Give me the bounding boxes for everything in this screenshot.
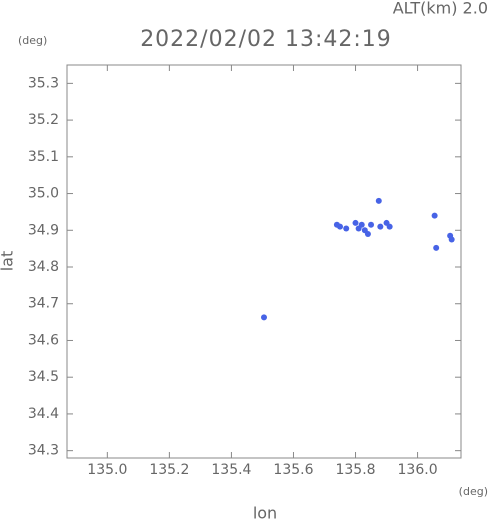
echo-point [364, 230, 371, 237]
echo-point [368, 221, 375, 228]
echo-point [337, 223, 344, 230]
x-tick-label: 135.8 [335, 462, 375, 478]
y-tick-label: 34.6 [28, 332, 59, 348]
y-tick-label: 35.3 [28, 75, 59, 91]
echo-point [355, 225, 362, 232]
x-tick-label: 135.6 [273, 462, 313, 478]
echo-point [352, 219, 359, 226]
echo-point [343, 225, 350, 232]
y-tick-label: 34.3 [28, 443, 59, 459]
x-tick-label: 135.0 [87, 462, 127, 478]
y-tick-label: 35.0 [28, 186, 59, 202]
y-unit: (deg) [18, 34, 47, 47]
y-tick-label: 34.8 [28, 259, 59, 275]
altitude-label: ALT(km) 2.0 [393, 0, 488, 18]
echo-point [431, 212, 438, 219]
echo-point [433, 244, 440, 251]
echo-point [261, 314, 267, 321]
y-tick-label: 34.4 [28, 406, 59, 422]
x-tick-label: 135.2 [149, 462, 189, 478]
y-axis-label: lat [0, 251, 17, 272]
y-tick-label: 35.1 [28, 149, 59, 165]
x-tick-label: 136.0 [398, 462, 438, 478]
echo-point [375, 197, 382, 204]
y-tick-label: 35.2 [28, 112, 59, 128]
echo-point [377, 223, 384, 230]
x-axis-label: lon [253, 504, 277, 522]
y-tick-label: 34.5 [28, 369, 59, 385]
x-tick-label: 135.4 [211, 462, 251, 478]
echo-point [448, 236, 455, 243]
x-unit: (deg) [459, 485, 488, 498]
plot-frame [66, 64, 462, 459]
y-tick-label: 34.7 [28, 296, 59, 312]
echo-point [386, 223, 393, 230]
y-tick-label: 34.9 [28, 222, 59, 238]
chart-title: 2022/02/02 13:42:19 [140, 27, 392, 52]
